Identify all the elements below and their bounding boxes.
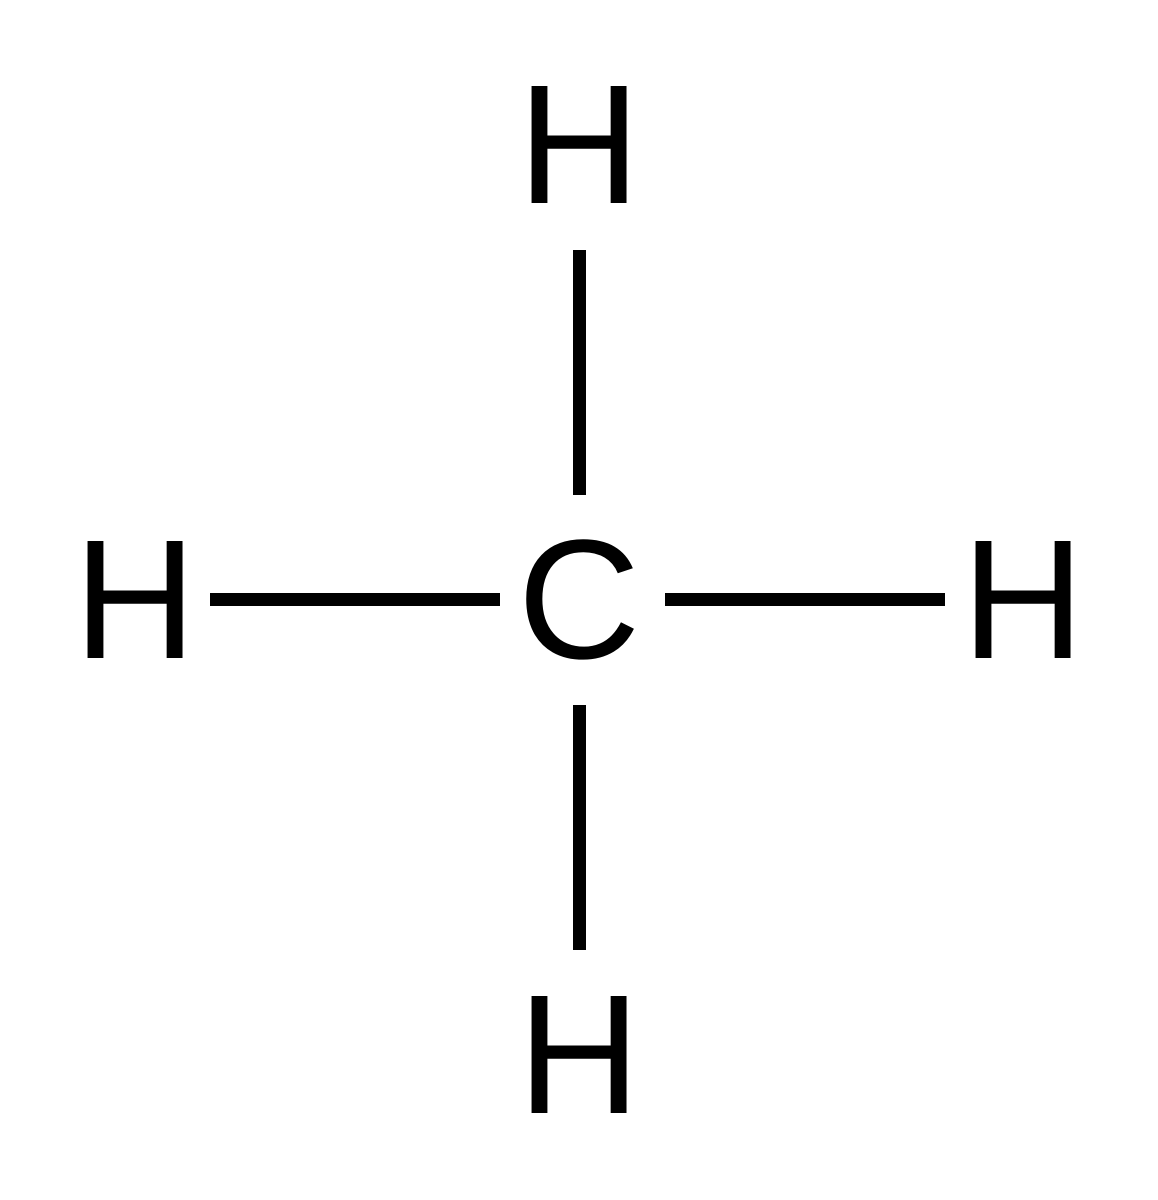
bond-bottom [573, 705, 586, 950]
hydrogen-atom-right: H [962, 515, 1085, 685]
bond-right [665, 593, 945, 606]
carbon-atom: C [518, 515, 641, 685]
bond-left [210, 593, 500, 606]
hydrogen-atom-left: H [74, 515, 197, 685]
hydrogen-atom-bottom: H [518, 970, 641, 1140]
bond-top [573, 250, 586, 495]
hydrogen-atom-top: H [518, 60, 641, 230]
